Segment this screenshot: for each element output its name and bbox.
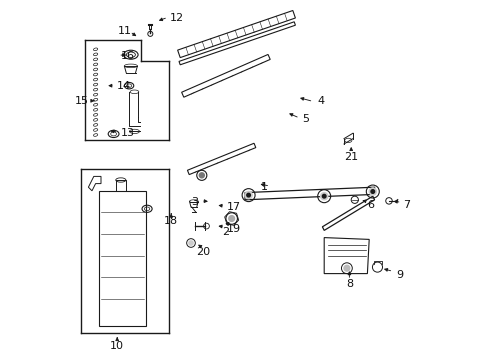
Circle shape (199, 173, 204, 178)
Text: 9: 9 (396, 270, 403, 280)
Circle shape (344, 265, 350, 271)
Text: 20: 20 (196, 247, 211, 257)
Text: 3: 3 (191, 197, 198, 207)
Text: 21: 21 (344, 152, 358, 162)
Text: 1: 1 (261, 182, 268, 192)
Circle shape (320, 193, 328, 200)
Text: 14: 14 (117, 81, 131, 91)
Text: 8: 8 (346, 279, 353, 289)
Text: 4: 4 (317, 96, 324, 106)
Text: 12: 12 (170, 13, 184, 23)
Circle shape (369, 188, 376, 195)
Circle shape (371, 190, 374, 193)
Circle shape (245, 192, 252, 199)
Text: 6: 6 (368, 200, 374, 210)
Text: 16: 16 (121, 51, 135, 61)
Text: 13: 13 (121, 128, 135, 138)
Text: 17: 17 (227, 202, 241, 212)
Text: 18: 18 (164, 216, 178, 226)
Text: 15: 15 (74, 96, 88, 106)
Text: 7: 7 (403, 200, 411, 210)
Circle shape (229, 216, 235, 221)
Text: 2: 2 (221, 227, 229, 237)
Circle shape (247, 193, 250, 197)
Circle shape (322, 194, 326, 198)
Text: 5: 5 (303, 114, 310, 124)
Circle shape (189, 241, 193, 245)
Text: 19: 19 (227, 224, 241, 234)
Text: 11: 11 (118, 26, 131, 36)
Text: 10: 10 (110, 341, 124, 351)
